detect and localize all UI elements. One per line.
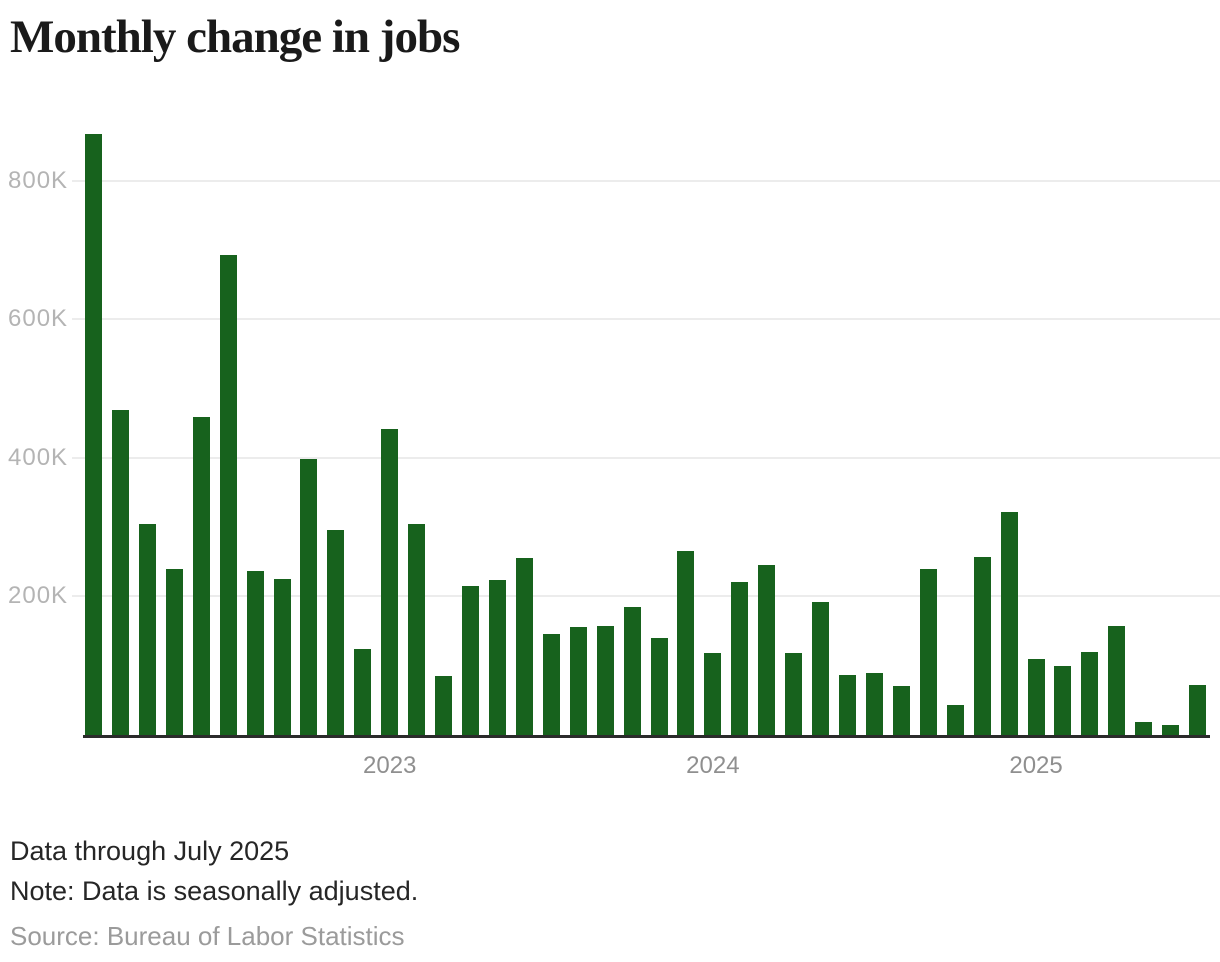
bar-oct-2023[interactable] [623, 607, 641, 735]
bar-mar-2023[interactable] [435, 676, 453, 735]
gridline-200K [72, 594, 1220, 597]
bar-jul-2022[interactable] [219, 254, 237, 735]
chart-title: Monthly change in jobs [10, 11, 460, 63]
y-axis-label-400K: 400K [8, 443, 69, 471]
bar-jul-2023[interactable] [542, 634, 560, 735]
bar-feb-2025[interactable] [1054, 665, 1072, 735]
bar-sep-2022[interactable] [273, 578, 291, 735]
bar-may-2024[interactable] [812, 601, 830, 735]
bar-apr-2022[interactable] [138, 524, 156, 735]
bar-nov-2022[interactable] [327, 530, 345, 735]
y-axis-label-200K: 200K [8, 581, 69, 609]
source-credit: Source: Bureau of Labor Statistics [10, 921, 405, 951]
gridline-400K [72, 456, 1220, 459]
chart-footnotes: Data through July 2025 Note: Data is sea… [10, 831, 418, 952]
bar-feb-2024[interactable] [731, 581, 749, 735]
bar-jan-2025[interactable] [1027, 659, 1045, 735]
bar-jun-2024[interactable] [839, 674, 857, 735]
x-axis-label-2023: 2023 [363, 752, 417, 779]
bar-oct-2022[interactable] [300, 458, 318, 735]
bar-mar-2025[interactable] [1081, 652, 1099, 735]
bar-dec-2022[interactable] [354, 648, 372, 735]
x-axis-label-2024: 2024 [686, 752, 740, 779]
bar-mar-2024[interactable] [758, 565, 776, 735]
bar-aug-2022[interactable] [246, 571, 264, 735]
bar-aug-2024[interactable] [892, 685, 910, 735]
bar-feb-2022[interactable] [85, 133, 102, 735]
gridline-800K [72, 180, 1220, 183]
bar-may-2025[interactable] [1135, 721, 1153, 735]
bar-chart-plot: 200K 400K 600K 800K 2023 2024 2025 [0, 120, 1220, 779]
bar-aug-2023[interactable] [569, 626, 587, 735]
bar-nov-2023[interactable] [650, 638, 668, 735]
bar-may-2023[interactable] [488, 579, 506, 735]
bar-jul-2025[interactable] [1189, 684, 1207, 735]
bar-apr-2025[interactable] [1108, 625, 1126, 735]
bar-jan-2023[interactable] [381, 428, 399, 735]
bar-mar-2022[interactable] [111, 410, 129, 735]
y-axis-label-800K: 800K [8, 167, 69, 195]
x-axis-baseline [83, 735, 1210, 738]
bar-oct-2024[interactable] [946, 705, 964, 735]
bar-jan-2024[interactable] [704, 652, 722, 735]
bar-apr-2023[interactable] [462, 586, 480, 735]
x-axis-label-2025: 2025 [1009, 752, 1063, 779]
gridline-600K [72, 318, 1220, 321]
bar-sep-2024[interactable] [919, 569, 937, 735]
data-through-note: Data through July 2025 [10, 836, 290, 866]
bar-apr-2024[interactable] [785, 653, 803, 735]
bar-jun-2022[interactable] [192, 417, 210, 735]
y-axis-label-600K: 600K [8, 305, 69, 333]
bar-jun-2025[interactable] [1162, 725, 1180, 735]
bar-feb-2023[interactable] [408, 524, 426, 735]
bar-nov-2024[interactable] [973, 556, 991, 735]
bar-dec-2024[interactable] [1000, 511, 1018, 735]
bar-jun-2023[interactable] [515, 558, 533, 735]
bar-sep-2023[interactable] [596, 625, 614, 735]
seasonal-adjustment-note: Note: Data is seasonally adjusted. [10, 876, 419, 906]
bar-jul-2024[interactable] [865, 672, 883, 735]
bar-may-2022[interactable] [165, 569, 183, 735]
bar-dec-2023[interactable] [677, 550, 695, 735]
